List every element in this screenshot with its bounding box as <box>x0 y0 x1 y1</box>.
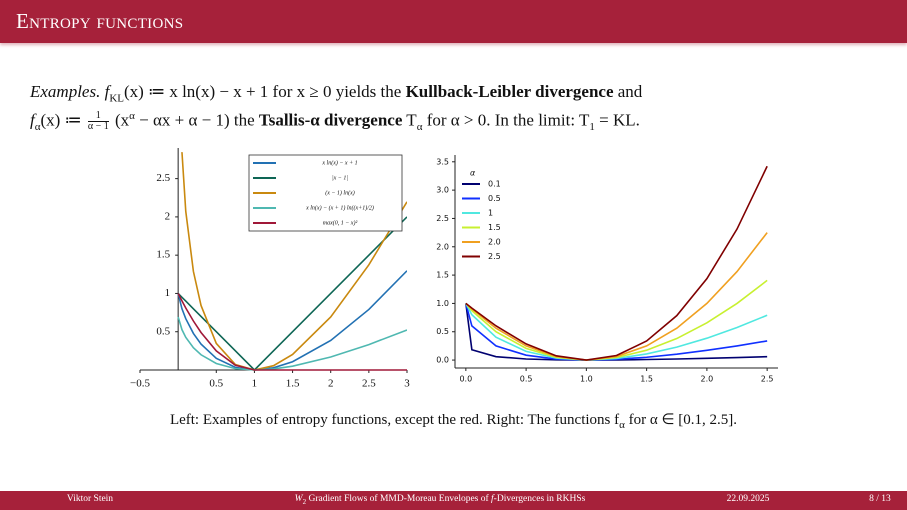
legend-label: 2.0 <box>488 238 501 247</box>
footer-author: Viktor Stein <box>66 494 114 504</box>
y-tick-label: 2.0 <box>436 242 449 251</box>
legend-label: (x − 1) ln(x) <box>325 189 355 196</box>
text: for α > 0. In the limit: T <box>422 110 590 130</box>
x-tick-label: 1 <box>252 378 258 390</box>
text: α − 1 <box>87 121 109 133</box>
text: W <box>294 494 303 504</box>
legend-label: x ln(x) − (x + 1) ln((x+1)/2) <box>305 204 374 211</box>
text: α <box>34 121 41 134</box>
text: f <box>100 82 110 101</box>
y-tick-label: 1.5 <box>436 271 449 280</box>
text: (x) ≔ <box>40 110 86 130</box>
series-line <box>177 216 407 372</box>
series-line <box>177 293 407 371</box>
text: = KL. <box>594 110 640 130</box>
legend-label: 1 <box>488 209 493 218</box>
text: and <box>613 82 643 101</box>
x-tick-label: 2.0 <box>701 375 714 384</box>
text: Examples. <box>30 82 101 101</box>
y-tick-label: 0.0 <box>436 356 449 365</box>
text: f <box>491 494 494 504</box>
y-tick-label: 1.0 <box>436 299 449 308</box>
text: 2 <box>302 497 307 506</box>
footer-page: 8 / 13 <box>869 494 891 504</box>
chart: 0.0 0.5 1.0 1.5 2.0 2.5 0.0 0.5 1.0 1.5 2.0 2.5 3.0 3… <box>436 155 778 384</box>
y-tick-label: 3.5 <box>436 157 449 166</box>
y-tick-label: 1 <box>165 287 171 299</box>
legend-label: 0.1 <box>488 180 501 189</box>
x-tick-label: 0.5 <box>209 378 223 390</box>
caption: Left: Examples of entropy functions, exc… <box>0 410 907 431</box>
y-tick-label: 2.5 <box>156 172 170 184</box>
y-tick-label: 3.0 <box>436 186 449 195</box>
x-tick-label: 0.0 <box>459 375 472 384</box>
body-line: Examples. fKL(x) ≔ x ln(x) − x + 1 for x… <box>30 82 642 104</box>
legend-label: 1.5 <box>488 223 501 232</box>
text: KL <box>109 92 124 105</box>
x-tick-label: 1.5 <box>286 378 300 390</box>
series-line <box>465 303 768 361</box>
text: -Divergences in RKHSs <box>493 494 586 504</box>
x-tick-label: −0.5 <box>130 378 150 390</box>
legend-title: α <box>470 169 476 178</box>
legend-label: |x − 1| <box>332 175 348 181</box>
legend-label: 2.5 <box>488 252 501 261</box>
series-line <box>177 316 407 371</box>
text: 1 <box>589 121 595 134</box>
series-line <box>177 270 407 371</box>
text: T <box>402 110 417 130</box>
y-tick-label: 2.5 <box>436 214 449 223</box>
footer-title: W2 Gradient Flows of MMD-Moreau Envelope… <box>185 494 695 506</box>
header-title: Entropy functions <box>16 9 184 33</box>
x-tick-label: 2 <box>328 378 334 390</box>
text: α <box>129 110 135 122</box>
series-line <box>465 165 768 361</box>
footer-date: 22.09.2025 <box>726 494 770 504</box>
x-tick-label: 2.5 <box>761 375 774 384</box>
text: (x <box>110 110 130 130</box>
text: f <box>30 110 35 130</box>
plot-area <box>177 152 407 372</box>
x-tick-label: 1.5 <box>640 375 653 384</box>
legend: α 0.1 0.5 1 1.5 2.0 2.5 <box>462 169 501 261</box>
x-tick-label: 2.5 <box>362 378 376 390</box>
legend-label: x ln(x) − x + 1 <box>321 159 357 166</box>
x-tick-label: 1.0 <box>580 375 593 384</box>
text: Left: Examples of entropy functions, exc… <box>169 412 620 428</box>
text: Gradient Flows of MMD-Moreau Envelopes o… <box>306 494 492 504</box>
legend-label: max(0, 1 − x)² <box>323 219 358 226</box>
y-tick-label: 0.5 <box>156 325 170 337</box>
footer: Viktor Stein W2 Gradient Flows of MMD-Mo… <box>0 491 907 510</box>
y-tick-label: 0.5 <box>436 327 449 336</box>
legend: x ln(x) − x + 1 |x − 1| (x − 1) ln(x) x ln(… <box>248 154 403 232</box>
text: Tsallis-α divergence <box>258 110 403 130</box>
text: − αx + α − 1) the <box>134 110 259 130</box>
text: for α ∈ [0.1, 2.5]. <box>624 412 738 428</box>
series-line <box>465 303 768 361</box>
plot-area <box>465 165 768 361</box>
y-tick-label: 1.5 <box>156 249 170 261</box>
legend-label: 0.5 <box>488 194 501 203</box>
text: α <box>416 121 423 134</box>
text: Kullback-Leibler divergence <box>405 82 614 101</box>
y-tick-label: 2 <box>165 210 171 222</box>
header: Entropy functions <box>0 0 907 43</box>
chart: −0.5 0.5 1 1.5 2 2.5 3 0.5 1 1.5 2 2.5 x ln(x) − x +… <box>130 148 410 390</box>
text: α <box>619 419 625 431</box>
text: (x) ≔ x ln(x) − x + 1 for x ≥ 0 yields t… <box>124 82 406 101</box>
x-tick-label: 3 <box>404 378 410 390</box>
text: 1 <box>95 110 101 122</box>
x-tick-label: 0.5 <box>520 375 533 384</box>
series-line <box>465 303 768 361</box>
